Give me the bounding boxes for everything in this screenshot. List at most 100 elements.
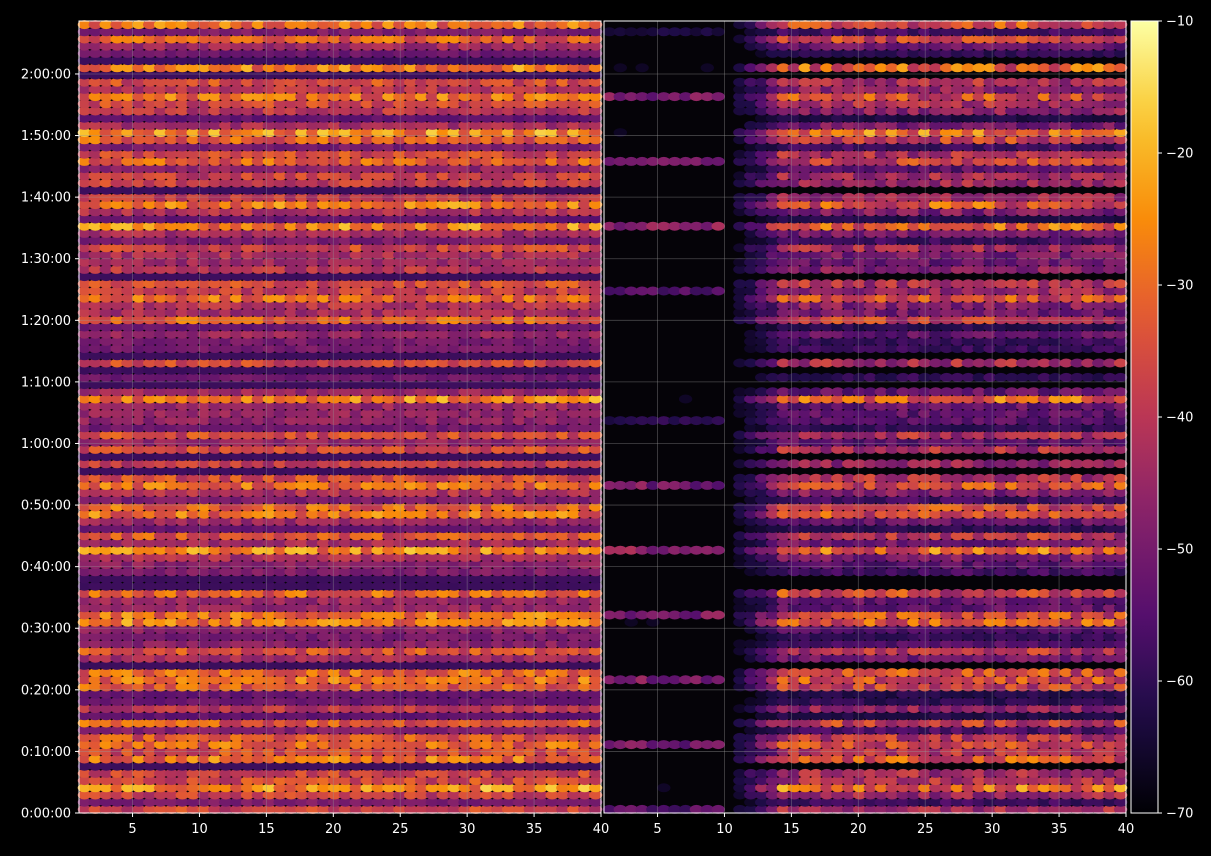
heatmap-cell [523, 718, 537, 728]
heatmap-cell [512, 797, 527, 807]
heatmap-cell [491, 790, 505, 800]
heatmap-cell [175, 718, 189, 728]
heatmap-cell [534, 725, 548, 735]
heatmap-cell [153, 732, 168, 742]
heatmap-cell [240, 696, 255, 706]
heatmap-cell [306, 783, 320, 793]
heatmap-cell [295, 732, 309, 742]
heatmap-cell [447, 711, 461, 721]
heatmap-cell [469, 776, 483, 786]
heatmap-cell [219, 740, 233, 750]
heatmap-cell [436, 711, 450, 721]
heatmap-cell [360, 704, 374, 714]
heatmap-cell [295, 740, 309, 750]
heatmap-cell [110, 732, 124, 742]
heatmap-cell [338, 740, 353, 750]
heatmap-cell [545, 732, 559, 742]
heatmap-cell [110, 711, 124, 721]
heatmap-cell [99, 704, 113, 714]
heatmap-cell [469, 704, 483, 714]
heatmap-cell [545, 740, 559, 750]
heatmap-cell [132, 725, 146, 735]
heatmap-cell [273, 725, 287, 735]
heatmap-cell [143, 725, 157, 735]
heatmap-cell [208, 797, 222, 807]
heatmap-cell [578, 704, 592, 714]
heatmap-cell [132, 761, 146, 771]
heatmap-cell [578, 725, 592, 735]
heatmap-cell [414, 761, 429, 771]
heatmap-cell [284, 768, 298, 778]
heatmap-cell [404, 790, 418, 800]
heatmap-cell [143, 804, 157, 814]
heatmap-cell [480, 704, 494, 714]
heatmap-cell [77, 696, 92, 706]
heatmap-cell [414, 704, 429, 714]
heatmap-cell [393, 725, 407, 735]
heatmap-cell [534, 747, 548, 757]
heatmap-cell [273, 732, 287, 742]
heatmap-cell [262, 732, 276, 742]
heatmap-cell [327, 696, 342, 706]
heatmap-cell [501, 696, 516, 706]
heatmap-cell [458, 711, 472, 721]
heatmap-cell [306, 718, 320, 728]
heatmap-cell [175, 704, 189, 714]
heatmap-cell [219, 711, 233, 721]
heatmap-cell [491, 761, 505, 771]
heatmap-cell [523, 704, 537, 714]
heatmap-cell [338, 761, 353, 771]
heatmap-cell [240, 718, 255, 728]
heatmap-cell [197, 711, 211, 721]
heatmap-cell [512, 725, 527, 735]
heatmap-cell [512, 732, 527, 742]
heatmap-cell [567, 783, 581, 793]
heatmap-cell [458, 696, 472, 706]
heatmap-cell [208, 783, 222, 793]
heatmap-cell [175, 732, 189, 742]
heatmap-cell [262, 754, 276, 764]
heatmap-cell [371, 804, 385, 814]
heatmap-cell [436, 725, 450, 735]
heatmap-cell [393, 776, 407, 786]
heatmap-cell [186, 747, 200, 757]
heatmap-cell [306, 754, 320, 764]
heatmap-cell [447, 754, 461, 764]
heatmap-cell [436, 797, 450, 807]
heatmap-cell [480, 761, 494, 771]
heatmap-cell [262, 725, 276, 735]
heatmap-cell [175, 783, 189, 793]
heatmap-cell [317, 704, 331, 714]
heatmap-cell [404, 754, 418, 764]
heatmap-cell [164, 783, 179, 793]
heatmap-cell [382, 776, 396, 786]
heatmap-cell [567, 797, 581, 807]
heatmap-cell [588, 761, 603, 771]
heatmap-cell [480, 797, 494, 807]
heatmap-cell [436, 732, 450, 742]
heatmap-cell [208, 718, 222, 728]
heatmap-cell [414, 740, 429, 750]
heatmap-cell [404, 696, 418, 706]
heatmap-cell [414, 783, 429, 793]
heatmap-cell [121, 704, 135, 714]
heatmap-cell [197, 804, 211, 814]
heatmap-cell [295, 768, 309, 778]
heatmap-cell [545, 718, 559, 728]
heatmap-cell [588, 725, 603, 735]
heatmap-cell [501, 776, 516, 786]
heatmap-cell [327, 740, 342, 750]
heatmap-cell [143, 776, 157, 786]
heatmap-cell [121, 804, 135, 814]
heatmap-cell [425, 718, 440, 728]
heatmap-cell [88, 747, 103, 757]
heatmap-cell [469, 711, 483, 721]
heatmap-cell [371, 783, 385, 793]
heatmap-cell [164, 718, 179, 728]
heatmap-cell [545, 783, 559, 793]
heatmap-cell [523, 797, 537, 807]
heatmap-cell [284, 732, 298, 742]
heatmap-cell [88, 761, 103, 771]
heatmap-cell [317, 740, 331, 750]
